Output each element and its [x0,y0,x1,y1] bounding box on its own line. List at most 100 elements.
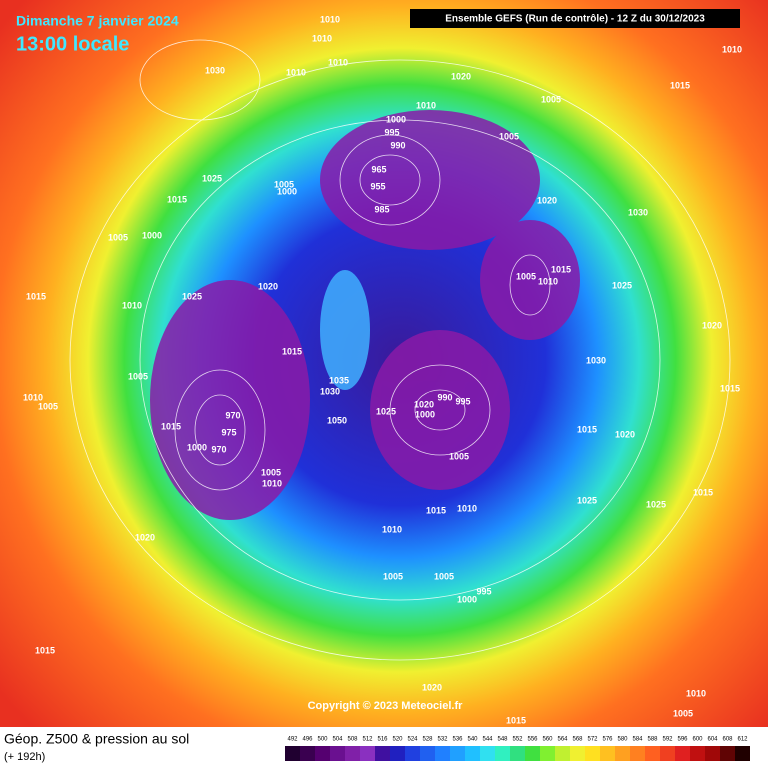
colorbar-label: 500 [317,737,328,743]
colorbar: 492 496 500 504 508 512 516 520 524 528 532 536 540 5… [285,737,750,761]
colorbar-label: 512 [362,737,373,743]
colorbar-label: 556 [527,737,538,743]
isobar-label: 995 [455,396,470,406]
isobar-label: 995 [476,586,491,596]
colorbar-swatch [405,746,420,761]
isobar-label: 990 [390,140,405,150]
isobar-label: 1020 [451,71,471,81]
isobar-label: 1035 [329,375,349,385]
isobar-label: 1010 [457,503,477,513]
colorbar-label: 528 [422,737,433,743]
isobar-label: 1015 [577,424,597,434]
colorbar-swatch [480,746,495,761]
isobar-label: 1025 [202,173,222,183]
colorbar-swatch [675,746,690,761]
isobar-label: 1015 [670,80,690,90]
colorbar-swatch [630,746,645,761]
isobar-label: 1030 [320,386,340,396]
colorbar-label: 576 [602,737,613,743]
colorbar-label: 584 [632,737,643,743]
isobar-label: 1025 [612,280,632,290]
isobar-label: 955 [370,181,385,191]
isobar-label: 1010 [286,67,306,77]
isobar-label: 1000 [386,114,406,124]
colorbar-swatch [660,746,675,761]
colorbar-label: 560 [542,737,553,743]
isobar-label: 1015 [720,383,740,393]
colorbar-swatch [540,746,555,761]
colorbar-swatch [420,746,435,761]
colorbar-label: 548 [497,737,508,743]
colorbar-label: 596 [677,737,688,743]
colorbar-label: 552 [512,737,523,743]
isobar-label: 1005 [434,571,454,581]
low-pressure-areas [150,110,580,520]
run-info: Ensemble GEFS (Run de contrôle) - 12 Z d… [445,14,705,25]
colorbar-label: 496 [302,737,313,743]
isobar-label: 1010 [722,44,742,54]
colorbar-swatch [375,746,390,761]
isobar-label: 1005 [673,708,693,718]
colorbar-label: 520 [392,737,403,743]
isobar-label: 1020 [135,532,155,542]
local-time: 13:00 locale [16,33,129,55]
colorbar-swatch [510,746,525,761]
colorbar-label: 604 [707,737,718,743]
isobar-label: 985 [374,204,389,214]
colorbar-swatch [600,746,615,761]
colorbar-swatch [735,746,750,761]
colorbar-label: 504 [332,737,343,743]
colorbar-label: 516 [377,737,388,743]
colorbar-swatch [345,746,360,761]
colorbar-label: 536 [452,737,463,743]
colorbar-swatch [525,746,540,761]
colorbar-swatch [450,746,465,761]
isobar-label: 1015 [551,264,571,274]
isobar-label: 1010 [262,478,282,488]
isobar-label: 1000 [457,594,477,604]
isobar-label: 1005 [499,131,519,141]
colorbar-swatch [390,746,405,761]
isobar-label: 1015 [161,421,181,431]
isobar-label: 1005 [38,401,58,411]
colorbar-swatch [705,746,720,761]
colorbar-swatch [330,746,345,761]
isobar-label: 1010 [382,524,402,534]
colorbar-label: 580 [617,737,628,743]
colorbar-label: 532 [437,737,448,743]
colorbar-label: 508 [347,737,358,743]
colorbar-swatch [300,746,315,761]
colorbar-label: 600 [692,737,703,743]
colorbar-swatch [690,746,705,761]
isobar-label: 1005 [541,94,561,104]
isobar-label: 1010 [122,300,142,310]
isobar-label: 975 [221,427,236,437]
colorbar-label: 564 [557,737,568,743]
isobar-label: 1020 [615,429,635,439]
isobar-lines [69,39,731,661]
isobar-label: 1005 [108,232,128,242]
isobar-label: 1025 [376,406,396,416]
colorbar-swatch [465,746,480,761]
colorbar-swatch [555,746,570,761]
colorbar-label: 540 [467,737,478,743]
isobar-label: 1020 [414,399,434,409]
isobar-label: 1005 [274,179,294,189]
footer-title: Géop. Z500 & pression au sol [4,731,189,747]
colorbar-swatch [495,746,510,761]
colorbar-swatch [585,746,600,761]
isobar-label: 1010 [686,688,706,698]
isobar-label: 1000 [187,442,207,452]
isobar-label: 1005 [261,467,281,477]
isobar-label: 1010 [416,100,436,110]
isobar-label: 1015 [26,291,46,301]
isobar-labels: 1010 1010 1010 1010 1030 1020 1005 1015 1010 1000… [23,14,742,725]
colorbar-label: 612 [737,737,748,743]
colorbar-label: 588 [647,737,658,743]
isobar-label: 995 [384,127,399,137]
isobar-label: 1020 [702,320,722,330]
isobar-label: 1025 [182,291,202,301]
colorbar-swatch [720,746,735,761]
isobar-label: 1020 [258,281,278,291]
isobar-label: 1000 [415,409,435,419]
